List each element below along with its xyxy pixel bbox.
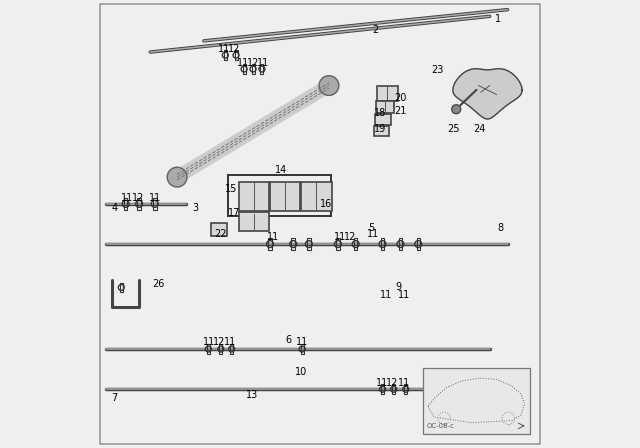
Text: 2: 2 xyxy=(372,25,379,35)
Text: 16: 16 xyxy=(320,199,332,209)
Bar xyxy=(336,238,340,250)
Text: 10: 10 xyxy=(295,367,307,377)
Text: 25: 25 xyxy=(448,124,460,134)
FancyBboxPatch shape xyxy=(375,114,391,125)
FancyBboxPatch shape xyxy=(376,101,394,113)
Bar xyxy=(234,50,237,60)
Bar xyxy=(207,344,210,354)
Text: 22: 22 xyxy=(214,229,227,239)
Text: 11: 11 xyxy=(203,337,216,347)
Bar xyxy=(423,368,530,434)
Text: 14: 14 xyxy=(275,164,287,175)
Circle shape xyxy=(319,76,339,95)
Bar xyxy=(243,64,246,74)
Text: OC-08-c: OC-08-c xyxy=(426,422,454,429)
Text: 12: 12 xyxy=(213,337,226,347)
Bar xyxy=(220,344,222,354)
Bar xyxy=(354,238,358,250)
Bar xyxy=(417,238,420,250)
Text: 11: 11 xyxy=(237,58,250,68)
Bar xyxy=(252,64,255,74)
FancyBboxPatch shape xyxy=(377,86,398,101)
Text: 18: 18 xyxy=(374,108,387,118)
Text: 12: 12 xyxy=(132,193,145,203)
FancyBboxPatch shape xyxy=(239,182,269,211)
FancyBboxPatch shape xyxy=(270,182,300,211)
Text: 11: 11 xyxy=(296,337,308,347)
Text: 21: 21 xyxy=(394,107,406,116)
Bar xyxy=(124,198,127,210)
Bar xyxy=(138,198,141,210)
Text: 11: 11 xyxy=(148,193,161,203)
Text: 11: 11 xyxy=(267,233,279,242)
Bar xyxy=(399,238,402,250)
Bar xyxy=(291,238,295,250)
Text: 12: 12 xyxy=(228,44,240,54)
FancyBboxPatch shape xyxy=(301,182,332,211)
Text: 11: 11 xyxy=(398,289,410,300)
Bar xyxy=(404,384,407,394)
Bar xyxy=(381,384,384,394)
Text: 26: 26 xyxy=(152,279,164,289)
Text: 24: 24 xyxy=(474,124,486,134)
Bar xyxy=(301,344,303,354)
Text: 11: 11 xyxy=(121,193,133,203)
Text: 4: 4 xyxy=(111,203,118,213)
Text: 11: 11 xyxy=(257,58,269,68)
Text: 12: 12 xyxy=(344,233,356,242)
Text: 12: 12 xyxy=(247,58,259,68)
Bar xyxy=(260,64,264,74)
Text: 11: 11 xyxy=(380,289,392,300)
Text: 5: 5 xyxy=(368,224,374,233)
Text: 6: 6 xyxy=(285,335,292,345)
Text: 23: 23 xyxy=(431,65,443,75)
Text: 15: 15 xyxy=(225,184,237,194)
Text: 11: 11 xyxy=(376,378,388,388)
Text: 13: 13 xyxy=(246,390,259,400)
FancyBboxPatch shape xyxy=(239,212,269,231)
Polygon shape xyxy=(453,69,522,119)
Bar xyxy=(381,238,384,250)
Text: 1: 1 xyxy=(495,13,501,24)
Bar xyxy=(153,198,157,210)
Circle shape xyxy=(167,167,187,187)
Bar xyxy=(230,344,233,354)
Text: 11: 11 xyxy=(218,44,230,54)
Bar xyxy=(268,238,272,250)
Text: 11: 11 xyxy=(223,337,236,347)
Text: 12: 12 xyxy=(386,378,399,388)
Text: 8: 8 xyxy=(498,224,504,233)
Text: 11: 11 xyxy=(398,378,410,388)
Bar xyxy=(392,384,395,394)
Text: 7: 7 xyxy=(111,393,118,403)
Circle shape xyxy=(452,105,461,114)
Text: 17: 17 xyxy=(228,208,241,218)
Text: 3: 3 xyxy=(193,203,199,213)
Text: 20: 20 xyxy=(394,93,406,103)
FancyBboxPatch shape xyxy=(374,126,389,137)
Bar xyxy=(307,238,310,250)
Bar xyxy=(228,175,331,216)
Bar xyxy=(120,283,123,292)
FancyBboxPatch shape xyxy=(211,223,227,236)
Text: 11: 11 xyxy=(334,233,346,242)
Text: 19: 19 xyxy=(374,124,387,134)
Text: 11: 11 xyxy=(367,229,379,239)
Bar xyxy=(224,50,227,60)
Text: 9: 9 xyxy=(395,282,401,293)
